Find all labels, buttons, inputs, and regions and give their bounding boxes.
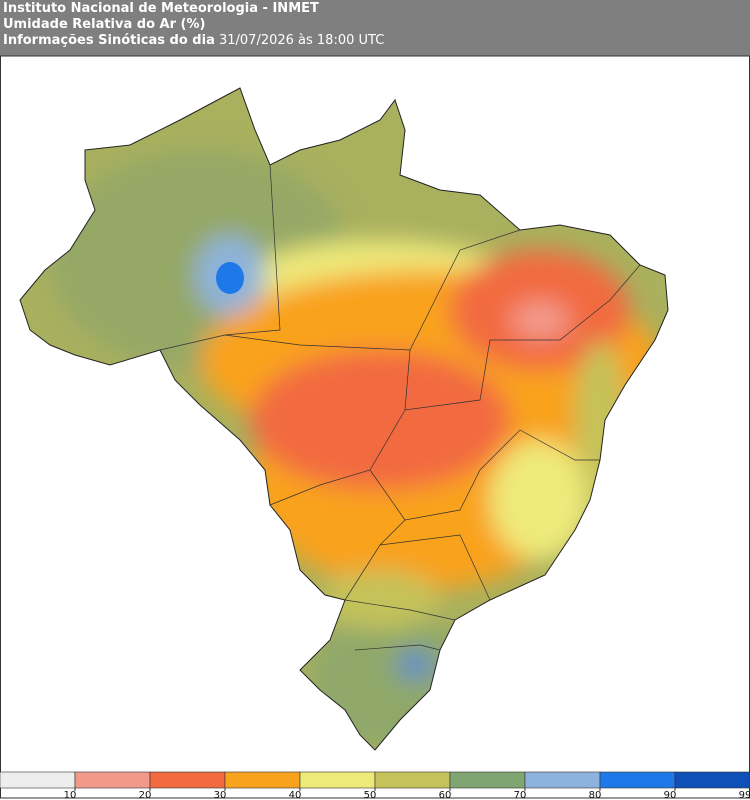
header: Instituto Nacional de Meteorologia - INM… — [0, 0, 750, 56]
colorbar-segment — [674, 771, 750, 789]
colorbar-tick-label: 30 — [214, 790, 227, 800]
colorbar-tick-label: 80 — [589, 790, 602, 800]
colorbar-segment — [599, 771, 676, 789]
title: Instituto Nacional de Meteorologia - INM… — [3, 1, 319, 16]
humid-spot — [216, 262, 244, 294]
colorbar-segment — [524, 771, 601, 789]
colorbar-segment — [74, 771, 151, 789]
colorbar-tick-label: 70 — [514, 790, 527, 800]
colorbar-tick-label: 90 — [664, 790, 677, 800]
colorbar-tick-label: 60 — [439, 790, 452, 800]
subtitle: Umidade Relativa do Ar (%) — [3, 17, 206, 32]
colorbar-segment — [149, 771, 226, 789]
state-borders — [159, 164, 641, 651]
colorbar-tick-label: 10 — [64, 790, 77, 800]
colorbar-tick-label: 99 — [739, 790, 750, 800]
colorbar-tick-label: 20 — [139, 790, 152, 800]
info-label: Informações Sinóticas do dia — [3, 33, 215, 48]
colorbar-segment — [0, 771, 76, 789]
colorbar-tick-label: 40 — [289, 790, 302, 800]
colorbar-segment — [449, 771, 526, 789]
humidity-field — [20, 88, 668, 750]
colorbar-tick-label: 50 — [364, 790, 377, 800]
colorbar-segment — [299, 771, 376, 789]
info-date: 31/07/2026 às 18:00 UTC — [218, 33, 385, 48]
colorbar-segment — [374, 771, 451, 789]
colorbar: 10 20 30 40 50 60 70 80 90 99 — [0, 771, 750, 800]
colorbar-segment — [224, 771, 301, 789]
